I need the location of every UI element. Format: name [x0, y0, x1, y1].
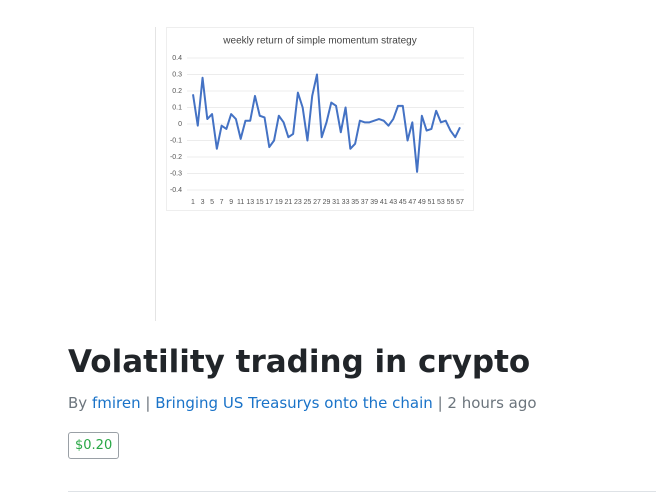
x-tick-label: 51 — [427, 199, 435, 206]
x-tick-label: 47 — [408, 199, 416, 206]
chart: weekly return of simple momentum strateg… — [166, 27, 474, 211]
separator: | — [437, 394, 443, 412]
data-line — [192, 73, 461, 173]
x-tick-label: 27 — [313, 199, 321, 206]
x-tick-label: 17 — [265, 199, 273, 206]
separator-line — [68, 491, 656, 492]
y-tick-label: 0.1 — [172, 104, 182, 111]
post-title[interactable]: Volatility trading in crypto — [68, 344, 531, 380]
x-tick-label: 55 — [447, 199, 455, 206]
x-tick-label: 7 — [220, 199, 224, 206]
x-tick-label: 57 — [456, 199, 464, 206]
y-tick-label: -0.1 — [170, 137, 182, 144]
divider — [155, 27, 156, 321]
post-time: 2 hours ago — [447, 394, 537, 412]
y-tick-label: 0.4 — [172, 55, 182, 62]
x-tick-label: 45 — [399, 199, 407, 206]
x-tick-label: 13 — [246, 199, 254, 206]
x-tick-label: 21 — [284, 199, 292, 206]
x-tick-label: 9 — [229, 199, 233, 206]
price-badge[interactable]: $0.20 — [68, 432, 120, 459]
x-tick-label: 25 — [304, 199, 312, 206]
publication-link[interactable]: Bringing US Treasurys onto the chain — [155, 394, 433, 412]
by: By — [68, 394, 88, 412]
chart-title: weekly return of simple momentum strateg… — [222, 36, 416, 47]
x-tick-label: 53 — [437, 199, 445, 206]
x-tick-label: 43 — [389, 199, 397, 206]
y-tick-label: 0.3 — [172, 71, 182, 78]
author-link[interactable]: fmiren — [91, 394, 141, 412]
x-tick-label: 41 — [380, 199, 388, 206]
x-tick-label: 31 — [332, 199, 340, 206]
x-tick-label: 23 — [294, 199, 302, 206]
x-tick-label: 33 — [342, 199, 350, 206]
x-tick-label: 37 — [361, 199, 369, 206]
x-tick-label: 1 — [191, 199, 195, 206]
x-tick-label: 19 — [275, 199, 283, 206]
y-tick-label: 0.2 — [172, 88, 182, 95]
y-tick-label: 0 — [178, 121, 182, 128]
y-tick-label: -0.3 — [170, 170, 182, 177]
x-tick-label: 35 — [351, 199, 359, 206]
byline: By fmiren | Bringing US Treasurys onto t… — [68, 394, 537, 412]
x-tick-label: 3 — [201, 199, 205, 206]
separator: | — [145, 394, 151, 412]
x-tick-label: 15 — [256, 199, 264, 206]
x-tick-label: 11 — [237, 199, 244, 206]
x-tick-label: 39 — [370, 199, 378, 206]
x-tick-label: 5 — [210, 199, 214, 206]
y-tick-label: -0.2 — [170, 154, 182, 161]
x-tick-label: 29 — [323, 199, 331, 206]
x-tick-label: 49 — [418, 199, 426, 206]
y-tick-label: -0.4 — [170, 187, 182, 194]
